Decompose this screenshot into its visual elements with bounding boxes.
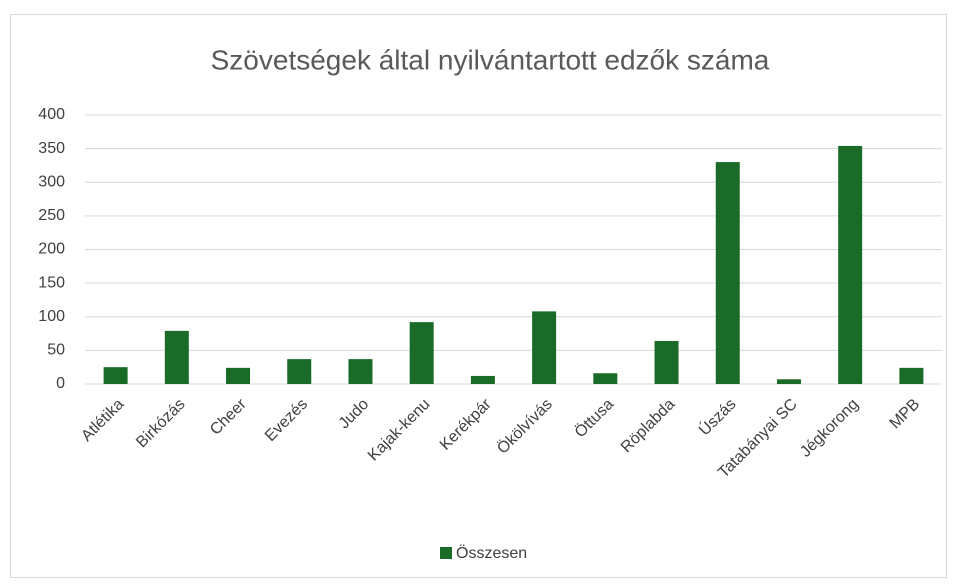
bar <box>164 330 189 384</box>
bar <box>899 367 924 384</box>
y-tick-label: 100 <box>38 308 65 325</box>
bar <box>348 359 373 384</box>
bar <box>287 359 312 384</box>
bar <box>409 322 434 384</box>
y-tick-label: 350 <box>38 140 65 157</box>
bar <box>593 373 618 384</box>
bar <box>776 379 801 384</box>
y-tick-label: 400 <box>38 106 65 123</box>
y-tick-label: 50 <box>47 342 65 359</box>
y-tick-label: 300 <box>38 173 65 190</box>
legend-swatch <box>440 547 452 559</box>
y-tick-label: 0 <box>56 375 65 392</box>
bar <box>838 145 863 384</box>
y-tick-label: 150 <box>38 274 65 291</box>
legend-label: Összesen <box>456 544 527 562</box>
y-tick-label: 200 <box>38 241 65 258</box>
bar <box>715 162 740 384</box>
bar <box>470 375 495 384</box>
y-tick-label: 250 <box>38 207 65 224</box>
bar <box>532 311 557 384</box>
bar <box>654 340 679 384</box>
chart-title: Szövetségek által nyilvántartott edzők s… <box>211 44 770 75</box>
bar <box>226 367 251 384</box>
chart-border <box>10 14 947 578</box>
bar <box>103 367 128 384</box>
